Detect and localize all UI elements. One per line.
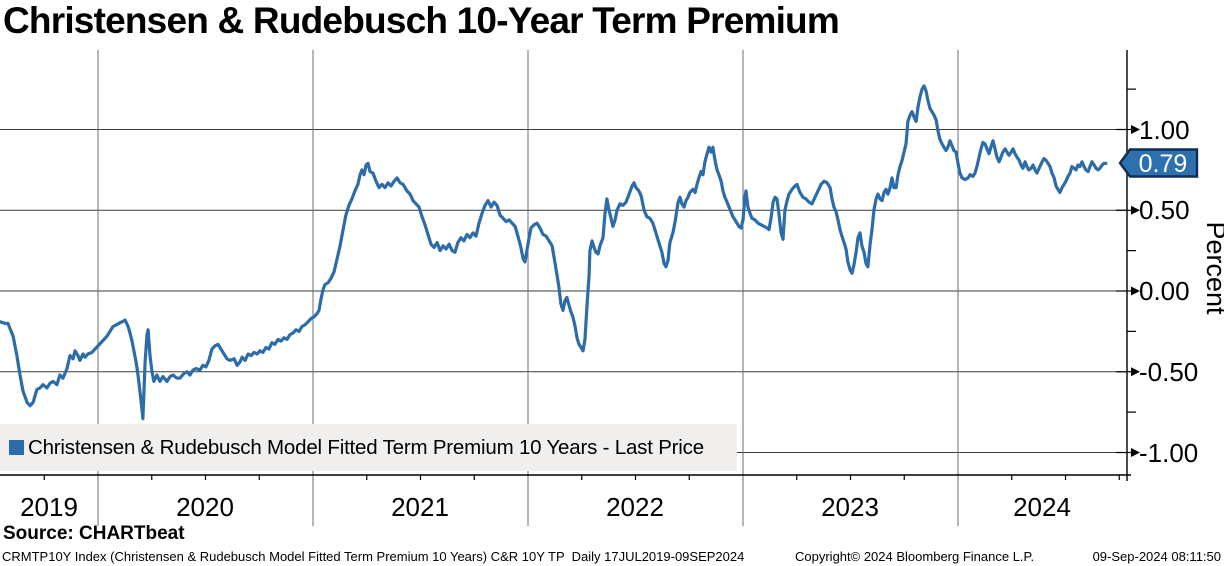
footer-timestamp: 09-Sep-2024 08:11:50 (1092, 549, 1221, 564)
price-line (0, 84, 1108, 421)
y-tick-arrow-icon (1131, 286, 1140, 296)
last-price-flag: 0.79 (1118, 148, 1199, 178)
x-tick-label-2023: 2023 (821, 492, 879, 522)
legend-label: Christensen & Rudebusch Model Fitted Ter… (28, 435, 704, 459)
y-tick-arrow-icon (1131, 125, 1140, 134)
legend: Christensen & Rudebusch Model Fitted Ter… (0, 424, 737, 471)
y-tick-label--1.00: -1.00 (1139, 438, 1198, 468)
footer-ticker-info: CRMTP10Y Index (Christensen & Rudebusch … (2, 549, 745, 564)
footer-copyright: Copyright© 2024 Bloomberg Finance L.P. (795, 549, 1035, 564)
x-tick-label-2019: 2019 (20, 492, 78, 522)
y-tick-label-1.00: 1.00 (1139, 115, 1190, 145)
chart-title: Christensen & Rudebusch 10-Year Term Pre… (3, 0, 840, 41)
y-axis-title: Percent (1201, 221, 1224, 315)
y-tick-label-0.00: 0.00 (1139, 276, 1190, 306)
axis-labels-layer: 1.00 0.50 0.00 -0.50 -1.00 Percent 2019 … (20, 115, 1224, 522)
y-tick-label--0.50: -0.50 (1139, 357, 1198, 387)
y-tick-arrow-icon (1131, 205, 1140, 215)
grid-layer (0, 50, 1140, 526)
last-price-flag-shape (1118, 148, 1199, 178)
last-price-value: 0.79 (1139, 150, 1188, 178)
x-tick-label-2020: 2020 (176, 492, 234, 522)
series-layer (0, 84, 1108, 421)
x-tick-label-2024: 2024 (1013, 492, 1071, 522)
y-tick-arrow-icon (1131, 448, 1140, 457)
x-tick-label-2022: 2022 (606, 492, 664, 522)
y-tick-label-0.50: 0.50 (1139, 195, 1190, 225)
source-line: Source: CHARTbeat (3, 523, 185, 544)
x-tick-label-2021: 2021 (391, 492, 449, 522)
legend-swatch-icon (9, 440, 24, 455)
y-tick-arrow-icon (1131, 367, 1140, 377)
